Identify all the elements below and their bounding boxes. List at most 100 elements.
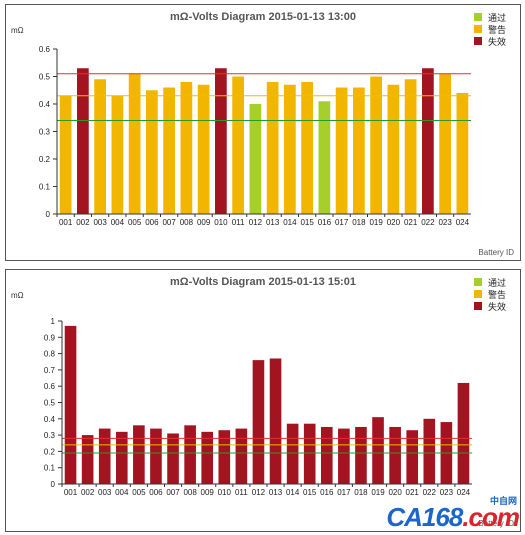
y-tick-label: 0 — [51, 480, 56, 489]
bar-006 — [150, 428, 162, 484]
legend-item-w: 警告 — [473, 288, 506, 300]
bar-004 — [111, 95, 124, 214]
x-tick-label: 014 — [283, 218, 297, 227]
bar-021 — [404, 79, 417, 214]
y-tick-label: 0 — [46, 210, 51, 219]
bar-011 — [235, 428, 248, 484]
bar-020 — [389, 426, 401, 484]
bar-002 — [81, 435, 94, 484]
legend-label: 失效 — [487, 36, 506, 47]
legend-item-p: 通过 — [473, 276, 506, 288]
legend-swatch — [473, 290, 482, 298]
chart-panel-top: mΩ-Volts Diagram 2015-01-13 13:00 mΩ Batte… — [5, 4, 521, 261]
bar-015 — [301, 82, 313, 214]
x-tick-label: 019 — [369, 218, 383, 227]
bar-014 — [284, 84, 296, 214]
legend-item-f: 失效 — [473, 35, 506, 47]
x-tick-label: 024 — [456, 218, 470, 227]
bar-022 — [423, 418, 436, 484]
x-tick-label: 011 — [235, 488, 248, 497]
legend-swatch — [473, 278, 482, 286]
x-tick-label: 005 — [132, 488, 146, 497]
y-tick-label: 0.3 — [39, 128, 51, 137]
y-tick-label: 0.6 — [44, 382, 56, 391]
x-tick-label: 001 — [59, 218, 73, 227]
watermark-sub: 中自网 — [489, 496, 517, 506]
x-tick-label: 016 — [320, 488, 334, 497]
watermark-suffix: .com — [462, 502, 520, 532]
bar-005 — [128, 73, 141, 214]
y-tick-label: 0.9 — [44, 333, 56, 342]
bar-010 — [215, 68, 227, 214]
chart-svg-top: mΩ-Volts Diagram 2015-01-13 13:00 mΩ Batte… — [11, 11, 514, 257]
bar-008 — [180, 82, 193, 214]
bar-001 — [59, 95, 72, 214]
bar-005 — [133, 425, 145, 484]
legend-swatch — [473, 13, 482, 21]
legend-swatch — [473, 37, 482, 45]
watermark-logo-text: CA168 — [386, 502, 463, 532]
legend-item-w: 警告 — [473, 23, 506, 35]
bar-002 — [77, 68, 89, 214]
chart-title: mΩ-Volts Diagram 2015-01-13 15:01 — [170, 276, 356, 288]
y-tick-label: 1 — [51, 317, 56, 326]
bar-001 — [64, 325, 77, 484]
bar-019 — [372, 417, 384, 484]
bar-016 — [318, 101, 331, 214]
x-tick-label: 007 — [162, 218, 176, 227]
x-tick-label: 005 — [128, 218, 142, 227]
x-tick-label: 015 — [300, 218, 314, 227]
bar-017 — [338, 428, 350, 484]
bar-022 — [422, 68, 434, 214]
x-tick-label: 018 — [354, 488, 368, 497]
x-tick-label: 010 — [218, 488, 232, 497]
bar-018 — [355, 426, 367, 484]
bar-015 — [303, 423, 316, 484]
x-tick-label: 014 — [286, 488, 300, 497]
bar-014 — [286, 423, 299, 484]
y-tick-label: 0.1 — [44, 464, 56, 473]
x-tick-label: 006 — [149, 488, 163, 497]
bar-004 — [115, 431, 128, 484]
bar-007 — [163, 87, 175, 214]
bar-009 — [201, 431, 214, 484]
x-tick-label: 003 — [98, 488, 112, 497]
x-tick-label: 007 — [166, 488, 180, 497]
bar-010 — [218, 430, 231, 484]
bar-020 — [387, 84, 400, 214]
x-tick-label: 003 — [93, 218, 107, 227]
bar-003 — [98, 428, 111, 484]
legend-item-p: 通过 — [473, 11, 506, 23]
x-tick-label: 022 — [421, 218, 435, 227]
x-tick-label: 012 — [249, 218, 263, 227]
y-axis-label: mΩ — [11, 291, 24, 300]
x-axis-label: Battery ID — [478, 248, 514, 257]
x-tick-label: 002 — [81, 488, 95, 497]
bar-008 — [184, 425, 196, 484]
x-tick-label: 009 — [197, 218, 211, 227]
bar-018 — [353, 87, 365, 214]
bar-013 — [266, 82, 279, 214]
bar-012 — [252, 360, 265, 484]
x-tick-label: 017 — [337, 488, 351, 497]
x-tick-label: 010 — [214, 218, 228, 227]
y-tick-label: 0.7 — [44, 366, 56, 375]
bar-024 — [457, 382, 470, 484]
legend-swatch — [473, 302, 482, 310]
y-axis-label: mΩ — [11, 26, 24, 35]
x-tick-label: 016 — [318, 218, 332, 227]
x-tick-label: 004 — [111, 218, 125, 227]
watermark-logo: 中自网 CA168.com — [386, 496, 520, 533]
x-tick-label: 009 — [201, 488, 215, 497]
bar-013 — [269, 358, 282, 484]
chart-title: mΩ-Volts Diagram 2015-01-13 13:00 — [170, 11, 356, 23]
legend-label: 警告 — [487, 24, 506, 35]
bar-023 — [439, 73, 451, 214]
x-tick-label: 008 — [183, 488, 197, 497]
x-tick-label: 023 — [438, 218, 452, 227]
bar-006 — [146, 90, 158, 214]
chart-svg-bottom: mΩ-Volts Diagram 2015-01-13 15:01 mΩ Batte… — [11, 276, 514, 528]
bar-024 — [456, 93, 469, 214]
bar-007 — [167, 433, 179, 484]
x-tick-label: 011 — [232, 218, 245, 227]
